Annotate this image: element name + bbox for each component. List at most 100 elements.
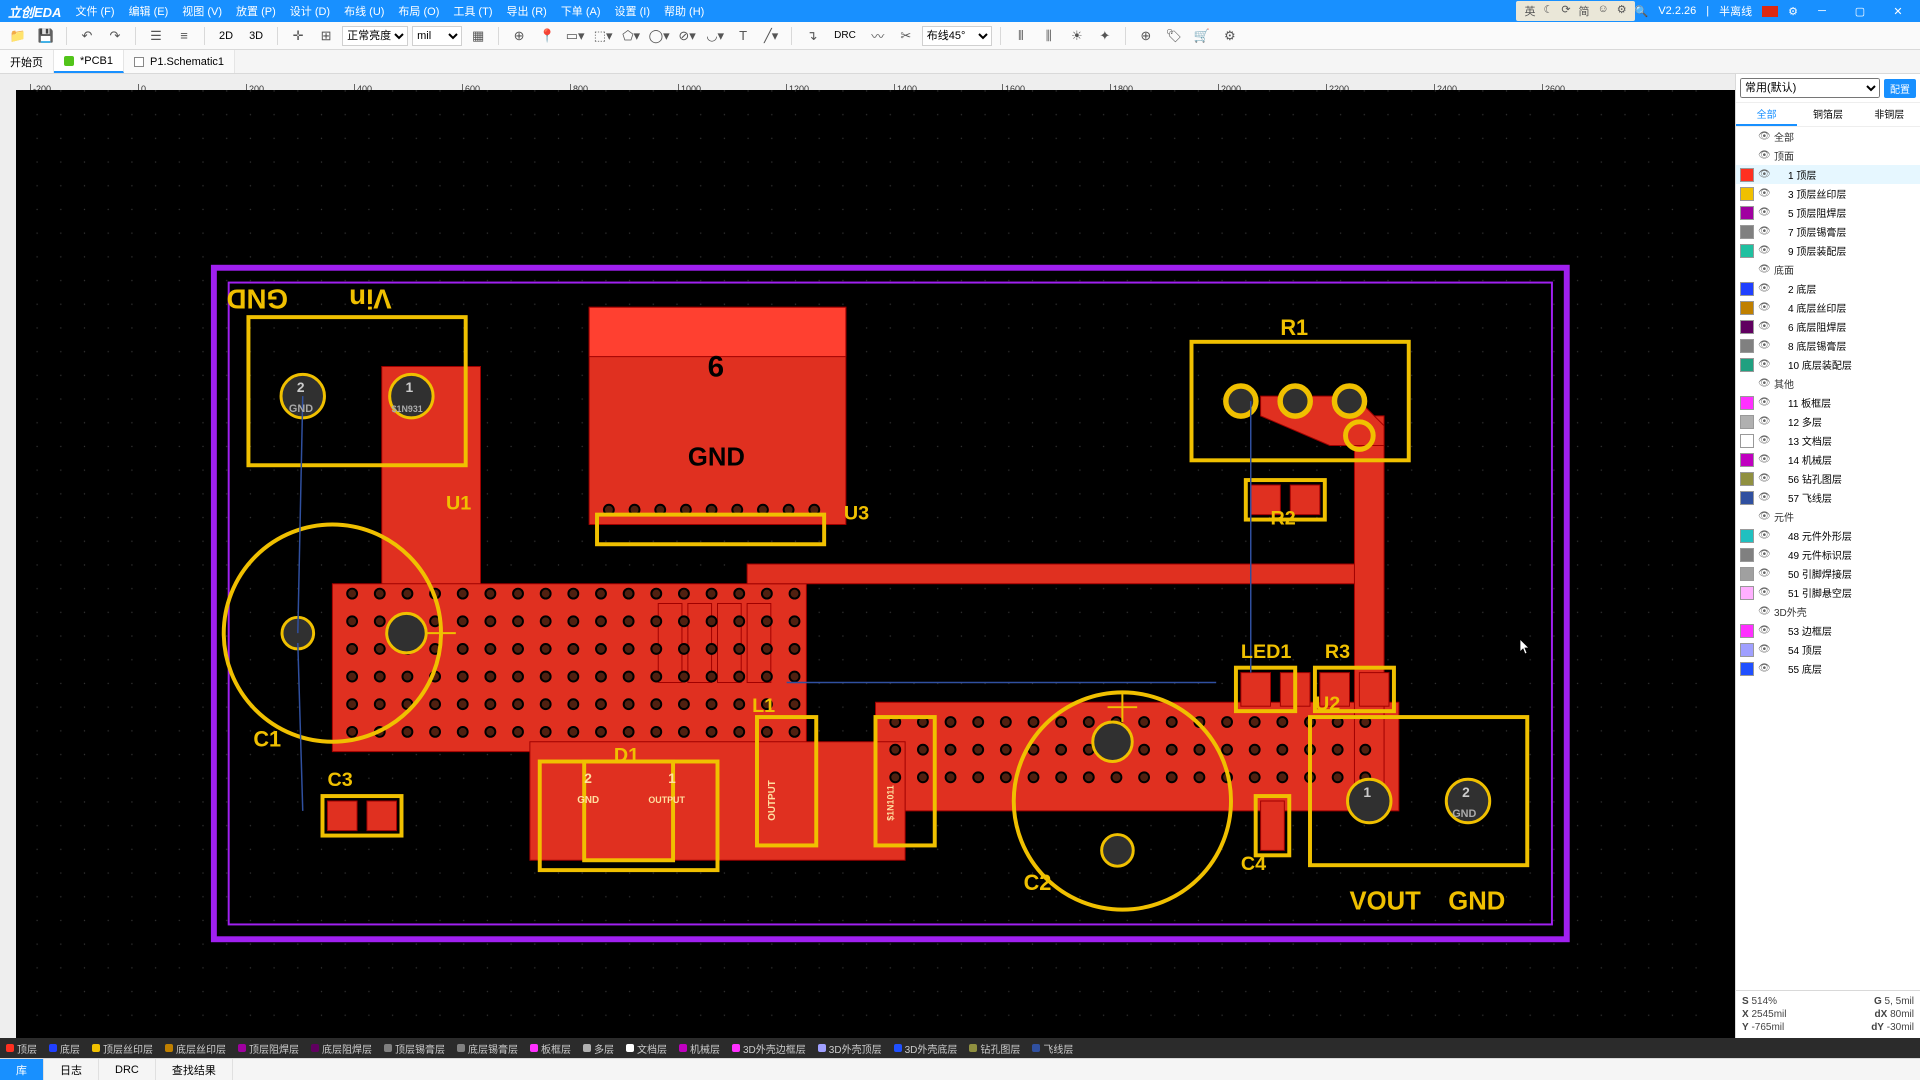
visibility-icon[interactable]: 👁 xyxy=(1758,663,1770,674)
layer-group[interactable]: 👁底面 xyxy=(1736,260,1920,279)
menu-export[interactable]: 导出 (R) xyxy=(506,3,546,19)
visibility-icon[interactable]: 👁 xyxy=(1758,150,1770,161)
preset-select[interactable]: 常用(默认) xyxy=(1740,78,1880,98)
config-button[interactable]: 配置 xyxy=(1884,79,1916,98)
dash-rect-icon[interactable]: ⬚▾ xyxy=(591,25,615,47)
layer-group[interactable]: 👁元件 xyxy=(1736,507,1920,526)
visibility-icon[interactable]: 👁 xyxy=(1758,283,1770,294)
status-layer-item[interactable]: 顶层锡膏层 xyxy=(378,1041,451,1056)
tab-start[interactable]: 开始页 xyxy=(0,50,54,73)
open-icon[interactable]: 📁 xyxy=(6,25,30,47)
tab-copper[interactable]: 铜箔层 xyxy=(1797,103,1858,126)
menu-tools[interactable]: 工具 (T) xyxy=(453,3,492,19)
layer-item[interactable]: 👁50 引脚焊接层 xyxy=(1736,564,1920,583)
visibility-icon[interactable]: 👁 xyxy=(1758,188,1770,199)
layer-list[interactable]: 👁全部👁顶面👁1 顶层👁3 顶层丝印层👁5 顶层阻焊层👁7 顶层锡膏层👁9 顶层… xyxy=(1736,127,1920,990)
maximize-button[interactable]: ▢ xyxy=(1846,5,1874,18)
visibility-icon[interactable]: 👁 xyxy=(1758,435,1770,446)
visibility-icon[interactable]: 👁 xyxy=(1758,511,1770,522)
layer-item[interactable]: 👁57 飞线层 xyxy=(1736,488,1920,507)
layer-group[interactable]: 👁全部 xyxy=(1736,127,1920,146)
star-icon[interactable]: ✦ xyxy=(1093,25,1117,47)
layer-item[interactable]: 👁48 元件外形层 xyxy=(1736,526,1920,545)
layer-item[interactable]: 👁55 底层 xyxy=(1736,659,1920,678)
align-v-icon[interactable]: ⫼ xyxy=(1037,25,1061,47)
visibility-icon[interactable]: 👁 xyxy=(1758,625,1770,636)
visibility-icon[interactable]: 👁 xyxy=(1758,245,1770,256)
visibility-icon[interactable]: 👁 xyxy=(1758,340,1770,351)
visibility-icon[interactable]: 👁 xyxy=(1758,302,1770,313)
align-h-icon[interactable]: ⫴ xyxy=(1009,25,1033,47)
layer-group[interactable]: 👁3D外壳 xyxy=(1736,602,1920,621)
status-layer-item[interactable]: 文档层 xyxy=(620,1041,673,1056)
layer-item[interactable]: 👁5 顶层阻焊层 xyxy=(1736,203,1920,222)
menu-view[interactable]: 视图 (V) xyxy=(182,3,222,19)
menu-order[interactable]: 下单 (A) xyxy=(561,3,601,19)
layer-item[interactable]: 👁7 顶层锡膏层 xyxy=(1736,222,1920,241)
layer-item[interactable]: 👁13 文档层 xyxy=(1736,431,1920,450)
menu-layout[interactable]: 布局 (O) xyxy=(398,3,439,19)
crosshair-icon[interactable]: ✛ xyxy=(286,25,310,47)
status-layer-item[interactable]: 飞线层 xyxy=(1026,1041,1079,1056)
unit-select[interactable]: mil xyxy=(412,26,462,46)
canvas-area[interactable]: -200020040060080010001200140016001800200… xyxy=(0,74,1735,1038)
visibility-icon[interactable]: 👁 xyxy=(1758,530,1770,541)
visibility-icon[interactable]: 👁 xyxy=(1758,264,1770,275)
list-icon[interactable]: ≡ xyxy=(172,25,196,47)
visibility-icon[interactable]: 👁 xyxy=(1758,644,1770,655)
visibility-icon[interactable]: 👁 xyxy=(1758,549,1770,560)
tab-schematic[interactable]: P1.Schematic1 xyxy=(124,50,235,73)
visibility-icon[interactable]: 👁 xyxy=(1758,169,1770,180)
visibility-icon[interactable]: 👁 xyxy=(1758,587,1770,598)
ime-simplified[interactable]: 简 xyxy=(1579,3,1590,19)
status-layer-item[interactable]: 钻孔图层 xyxy=(963,1041,1026,1056)
visibility-icon[interactable]: 👁 xyxy=(1758,131,1770,142)
view-3d-button[interactable]: 3D xyxy=(243,30,269,42)
visibility-icon[interactable]: 👁 xyxy=(1758,397,1770,408)
tab-noncopper[interactable]: 非铜层 xyxy=(1859,103,1920,126)
settings-icon[interactable]: ⚙ xyxy=(1218,25,1242,47)
visibility-icon[interactable]: 👁 xyxy=(1758,359,1770,370)
grid-icon[interactable]: ⊞ xyxy=(314,25,338,47)
visibility-icon[interactable]: 👁 xyxy=(1758,226,1770,237)
plus-icon[interactable]: ⊕ xyxy=(1134,25,1158,47)
sun-icon[interactable]: ☀ xyxy=(1065,25,1089,47)
layer-item[interactable]: 👁56 钻孔图层 xyxy=(1736,469,1920,488)
visibility-icon[interactable]: 👁 xyxy=(1758,473,1770,484)
ime-lang[interactable]: 英 xyxy=(1524,3,1535,19)
status-layer-item[interactable]: 3D外壳顶层 xyxy=(812,1041,888,1056)
status-layer-item[interactable]: 底层丝印层 xyxy=(159,1041,232,1056)
arc-icon[interactable]: ◡▾ xyxy=(703,25,727,47)
moon-icon[interactable]: ☾ xyxy=(1543,3,1553,19)
brightness-select[interactable]: 正常亮度 xyxy=(342,26,408,46)
status-layer-item[interactable]: 板框层 xyxy=(524,1041,577,1056)
visibility-icon[interactable]: 👁 xyxy=(1758,606,1770,617)
layer-item[interactable]: 👁4 底层丝印层 xyxy=(1736,298,1920,317)
layer-item[interactable]: 👁3 顶层丝印层 xyxy=(1736,184,1920,203)
footer-drc[interactable]: DRC xyxy=(99,1059,156,1080)
undo-icon[interactable]: ↶ xyxy=(75,25,99,47)
tab-pcb1[interactable]: *PCB1 xyxy=(54,50,124,73)
status-layer-item[interactable]: 3D外壳底层 xyxy=(888,1041,964,1056)
status-layer-item[interactable]: 顶层丝印层 xyxy=(86,1041,159,1056)
layer-item[interactable]: 👁53 边框层 xyxy=(1736,621,1920,640)
pin-icon[interactable]: 📍 xyxy=(535,25,559,47)
status-layer-item[interactable]: 顶层 xyxy=(0,1041,43,1056)
route-icon[interactable]: ↴ xyxy=(800,25,824,47)
face-icon[interactable]: ☺ xyxy=(1598,3,1609,19)
status-layer-item[interactable]: 底层锡膏层 xyxy=(451,1041,524,1056)
polygon-icon[interactable]: ⬠▾ xyxy=(619,25,643,47)
menu-file[interactable]: 文件 (F) xyxy=(75,3,114,19)
layer-item[interactable]: 👁51 引脚悬空层 xyxy=(1736,583,1920,602)
status-layer-item[interactable]: 3D外壳边框层 xyxy=(726,1041,812,1056)
menu-design[interactable]: 设计 (D) xyxy=(290,3,330,19)
visibility-icon[interactable]: 👁 xyxy=(1758,321,1770,332)
gear-icon[interactable]: ⚙ xyxy=(1788,5,1798,18)
ime-gear-icon[interactable]: ⚙ xyxy=(1617,3,1627,19)
layer-group[interactable]: 👁其他 xyxy=(1736,374,1920,393)
visibility-icon[interactable]: 👁 xyxy=(1758,568,1770,579)
no-icon[interactable]: ⊘▾ xyxy=(675,25,699,47)
text-icon[interactable]: T xyxy=(731,25,755,47)
layer-item[interactable]: 👁12 多层 xyxy=(1736,412,1920,431)
target-icon[interactable]: ⊕ xyxy=(507,25,531,47)
